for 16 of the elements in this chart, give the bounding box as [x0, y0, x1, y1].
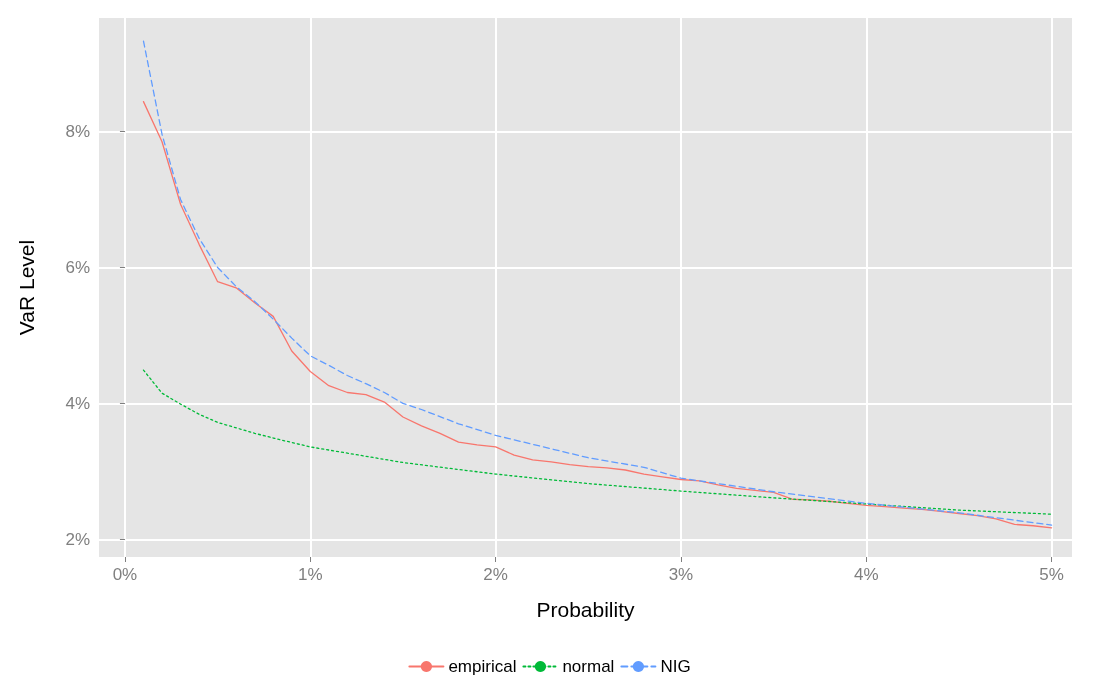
- x-tick-label: 5%: [1039, 565, 1064, 584]
- legend-label: empirical: [448, 657, 517, 676]
- legend-label: normal: [562, 657, 615, 676]
- x-tick-label: 1%: [297, 565, 323, 584]
- legend-label: NIG: [660, 657, 691, 676]
- x-tick-label: 4%: [853, 565, 879, 584]
- y-tick-label: 8%: [65, 122, 90, 142]
- y-tick-label: 2%: [65, 529, 90, 549]
- y-axis-title: VaR Level: [15, 239, 38, 336]
- x-axis-title: Probability: [536, 598, 636, 621]
- x-tick-label: 0%: [112, 565, 138, 584]
- y-tick-label: 6%: [65, 257, 90, 277]
- x-tick-label: 2%: [483, 565, 508, 584]
- y-tick-label: 4%: [65, 393, 90, 413]
- x-tick-label: 3%: [668, 565, 694, 584]
- line-series: [142, 369, 1053, 515]
